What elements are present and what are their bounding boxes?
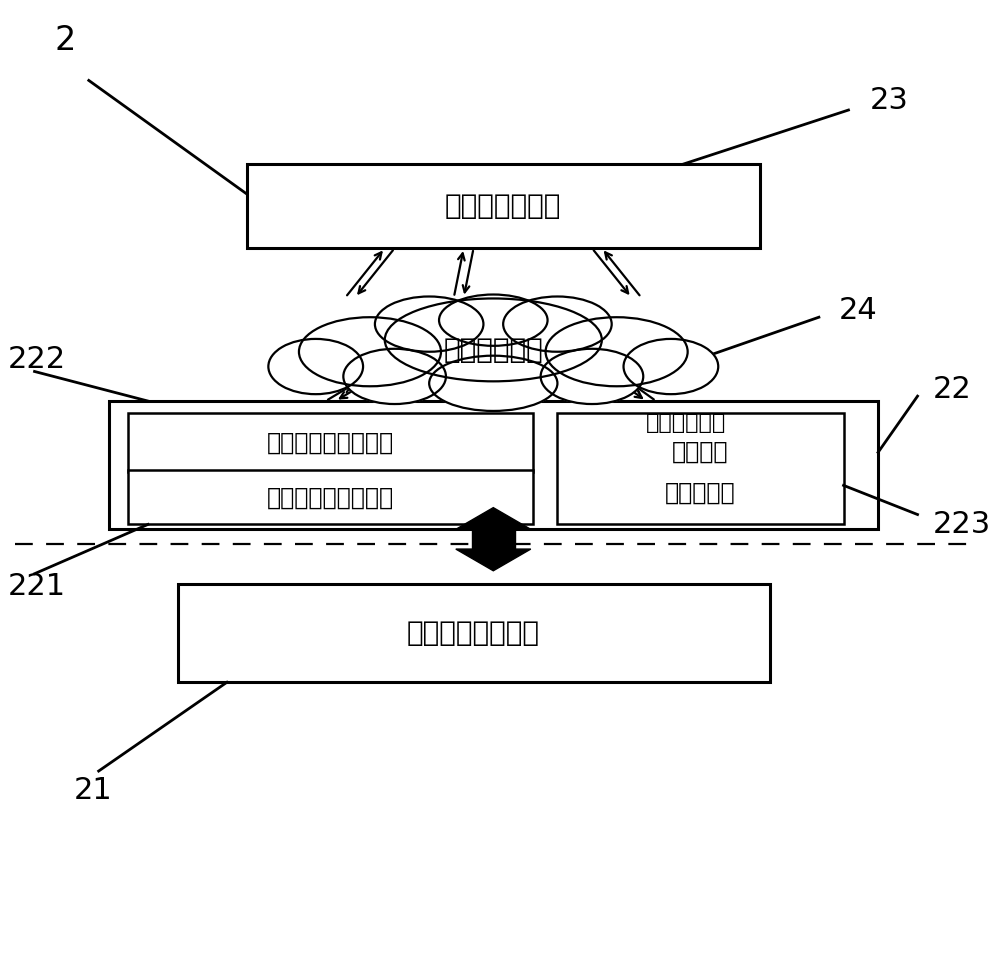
- Bar: [178, 584, 770, 683]
- Text: 脱硫专用无线数采仪: 脱硫专用无线数采仪: [267, 430, 394, 454]
- Text: 22: 22: [932, 374, 971, 404]
- Text: 无线传输网络: 无线传输网络: [443, 336, 543, 364]
- Ellipse shape: [624, 339, 718, 395]
- Bar: [472, 529, 515, 549]
- Bar: [247, 164, 760, 248]
- Text: 实时数据采集系统: 实时数据采集系统: [407, 619, 540, 647]
- Ellipse shape: [541, 348, 643, 404]
- Ellipse shape: [546, 317, 688, 386]
- Text: 中心端监控系统: 中心端监控系统: [445, 192, 561, 220]
- Text: 2: 2: [54, 24, 76, 58]
- Text: 电厂减排: 电厂减排: [672, 440, 729, 464]
- Text: 24: 24: [839, 296, 877, 324]
- Polygon shape: [456, 508, 531, 529]
- Text: 实时监控系统: 实时监控系统: [646, 413, 726, 433]
- Text: 221: 221: [8, 572, 66, 601]
- Text: 222: 222: [8, 346, 66, 374]
- Ellipse shape: [439, 295, 548, 346]
- Bar: [109, 401, 878, 529]
- Polygon shape: [456, 549, 531, 571]
- Ellipse shape: [299, 317, 441, 386]
- Ellipse shape: [268, 339, 363, 395]
- Text: 脱硫专用数据调理器: 脱硫专用数据调理器: [267, 485, 394, 509]
- Text: 23: 23: [870, 85, 909, 114]
- Ellipse shape: [385, 299, 602, 381]
- Text: 专用计算机: 专用计算机: [665, 481, 736, 505]
- Text: 223: 223: [932, 510, 991, 539]
- Ellipse shape: [343, 348, 446, 404]
- Text: 21: 21: [74, 777, 113, 805]
- Ellipse shape: [503, 297, 612, 351]
- Ellipse shape: [375, 297, 483, 351]
- Bar: [128, 413, 533, 472]
- Ellipse shape: [429, 356, 557, 411]
- Bar: [557, 413, 844, 524]
- Bar: [128, 470, 533, 524]
